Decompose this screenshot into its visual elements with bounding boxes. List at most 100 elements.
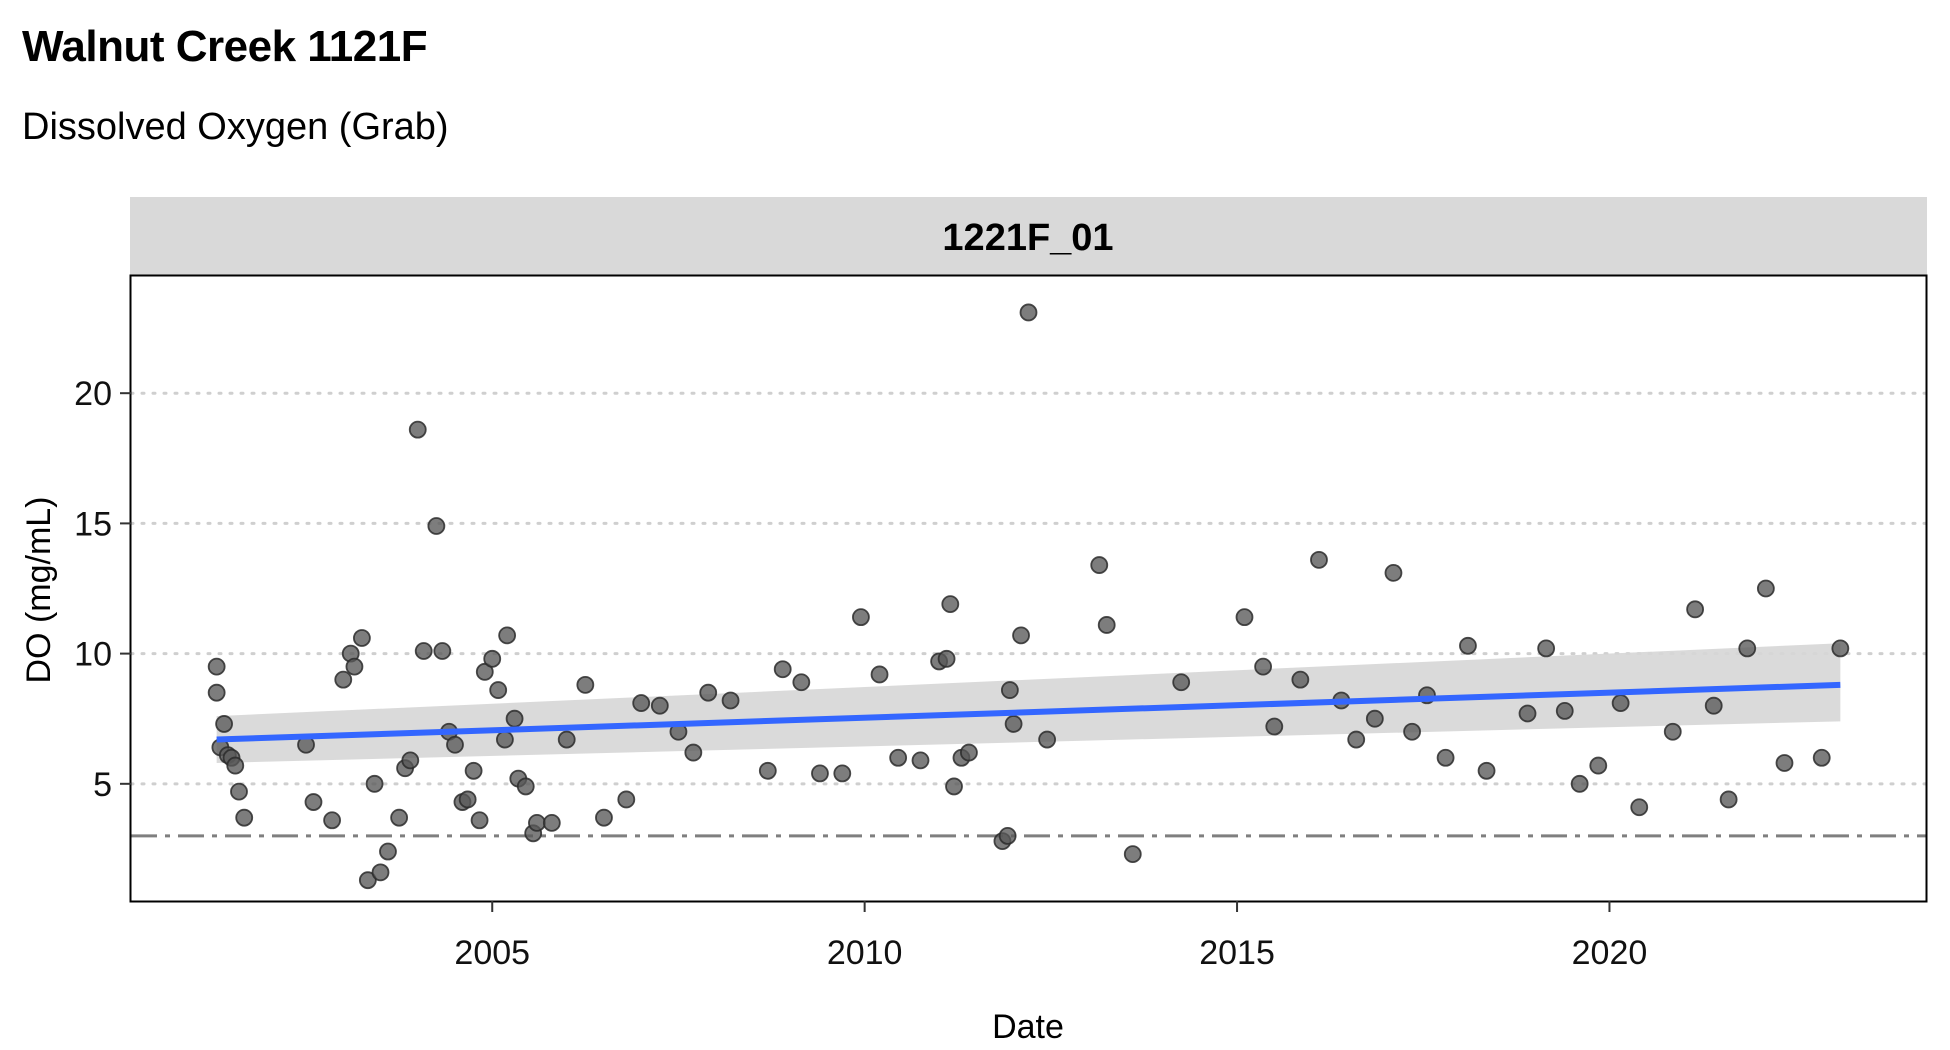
data-point bbox=[401, 751, 420, 770]
y-tick-label: 5 bbox=[93, 766, 112, 804]
data-point bbox=[458, 790, 477, 809]
y-tick-label: 15 bbox=[74, 505, 112, 543]
data-point bbox=[323, 811, 341, 830]
data-point bbox=[207, 657, 226, 676]
data-point bbox=[215, 715, 234, 733]
data-point bbox=[358, 871, 377, 890]
data-point bbox=[1518, 704, 1537, 723]
data-point bbox=[371, 863, 390, 882]
data-point bbox=[1265, 717, 1284, 736]
y-axis-title: DO (mg/mL) bbox=[20, 497, 58, 684]
data-point bbox=[1004, 715, 1023, 733]
data-point bbox=[998, 826, 1017, 845]
data-point bbox=[1123, 845, 1142, 864]
data-point bbox=[960, 743, 978, 762]
data-point bbox=[758, 761, 777, 780]
data-point bbox=[1663, 722, 1682, 741]
data-point bbox=[489, 681, 508, 699]
data-point bbox=[1365, 709, 1384, 728]
trend-layer bbox=[216, 681, 1841, 743]
x-tick-label: 2010 bbox=[827, 934, 903, 972]
data-point bbox=[1090, 556, 1109, 574]
x-tick-label: 2015 bbox=[1199, 934, 1275, 972]
data-point bbox=[945, 777, 963, 796]
data-point bbox=[1012, 626, 1030, 645]
data-point bbox=[1291, 670, 1310, 689]
data-point bbox=[226, 756, 245, 775]
trend-line bbox=[216, 681, 1841, 743]
data-point bbox=[516, 777, 535, 796]
data-point bbox=[576, 675, 595, 694]
data-point bbox=[365, 774, 384, 793]
data-point bbox=[1172, 673, 1191, 692]
confidence-band bbox=[216, 643, 1841, 763]
data-point bbox=[470, 811, 489, 830]
x-axis-title: Date bbox=[992, 1008, 1064, 1046]
chart-title: Walnut Creek 1121F bbox=[22, 22, 428, 71]
data-point bbox=[1310, 550, 1328, 569]
data-point bbox=[1704, 696, 1723, 715]
data-point bbox=[1831, 639, 1850, 658]
data-point bbox=[1000, 681, 1019, 699]
data-point bbox=[833, 764, 852, 783]
data-point bbox=[446, 735, 464, 754]
data-point bbox=[941, 595, 960, 614]
data-point bbox=[207, 683, 226, 702]
data-point bbox=[792, 673, 811, 692]
data-point bbox=[1775, 754, 1794, 772]
y-tick-label: 10 bbox=[74, 636, 112, 674]
data-point bbox=[230, 782, 248, 801]
data-point bbox=[1403, 722, 1421, 741]
data-point bbox=[852, 608, 870, 627]
data-point bbox=[1347, 730, 1366, 749]
data-point bbox=[870, 665, 889, 684]
data-point bbox=[617, 790, 636, 809]
data-point bbox=[1812, 748, 1831, 767]
data-point bbox=[475, 662, 494, 681]
data-point bbox=[1570, 774, 1589, 793]
data-point bbox=[345, 657, 364, 676]
data-point bbox=[911, 751, 930, 770]
data-point bbox=[1477, 761, 1496, 780]
data-point bbox=[498, 626, 517, 645]
axes: 5 10 15 20 2005 2010 2015 2020 bbox=[74, 375, 1647, 972]
data-point bbox=[379, 842, 397, 861]
data-point bbox=[721, 691, 740, 710]
data-point bbox=[483, 649, 502, 668]
data-point bbox=[528, 813, 546, 832]
data-point bbox=[1097, 616, 1116, 634]
data-point bbox=[1589, 756, 1608, 775]
data-point bbox=[408, 420, 427, 439]
data-point bbox=[1537, 639, 1556, 658]
x-tick-label: 2005 bbox=[454, 934, 530, 972]
data-point bbox=[390, 808, 409, 827]
data-point bbox=[542, 813, 561, 832]
data-points bbox=[207, 303, 1850, 890]
data-point bbox=[699, 683, 718, 702]
data-point bbox=[235, 808, 254, 827]
data-point bbox=[1235, 608, 1254, 627]
data-point bbox=[1038, 730, 1057, 749]
data-point bbox=[1630, 798, 1649, 817]
data-point bbox=[304, 793, 323, 811]
data-point bbox=[1719, 790, 1738, 809]
data-point bbox=[433, 642, 452, 660]
y-tick-label: 20 bbox=[74, 375, 112, 413]
data-point bbox=[773, 660, 792, 679]
data-point bbox=[557, 730, 576, 749]
data-point bbox=[495, 730, 514, 749]
data-point bbox=[1384, 563, 1403, 582]
data-point bbox=[632, 694, 651, 712]
data-point bbox=[889, 748, 908, 767]
data-point bbox=[464, 761, 483, 780]
data-point bbox=[1686, 600, 1705, 619]
data-point bbox=[414, 642, 433, 660]
confidence-band-layer bbox=[216, 643, 1841, 763]
data-point bbox=[650, 696, 669, 715]
data-point bbox=[334, 670, 353, 689]
data-point bbox=[427, 517, 446, 535]
data-point bbox=[1459, 636, 1477, 655]
data-point bbox=[811, 764, 829, 783]
data-point bbox=[595, 808, 613, 827]
data-point bbox=[1611, 694, 1630, 712]
